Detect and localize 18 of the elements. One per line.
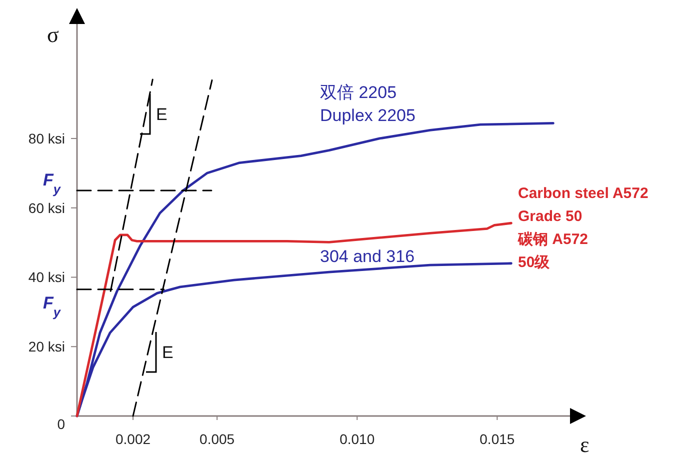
x-tick-label: 0.010 bbox=[340, 431, 375, 447]
annotation: E bbox=[156, 104, 168, 124]
annotation: E bbox=[162, 342, 174, 362]
y-tick-label: 40 ksi bbox=[28, 269, 65, 286]
annotation: F$_{y}$ bbox=[43, 293, 62, 319]
series-label: 双倍 2205 Duplex 2205 bbox=[320, 83, 416, 125]
x-tick-label: 0.005 bbox=[200, 431, 235, 447]
series-label: 304 and 316 bbox=[320, 247, 415, 266]
y-tick-label: 60 ksi bbox=[28, 200, 65, 216]
x-tick-label: 0.002 bbox=[116, 431, 151, 447]
y-axis-title: σ bbox=[47, 22, 59, 47]
x-tick-label: 0.015 bbox=[480, 431, 515, 447]
series-label: Carbon steel A572 Grade 50 碳钢 A572 50级 bbox=[517, 185, 648, 271]
y-tick-label: 80 ksi bbox=[28, 130, 65, 146]
y-tick-label: 20 ksi bbox=[28, 338, 65, 355]
y-tick-label: 0 bbox=[57, 416, 66, 432]
annotation: F$_{y}$ bbox=[43, 170, 62, 196]
x-axis-title: ε bbox=[580, 432, 590, 455]
